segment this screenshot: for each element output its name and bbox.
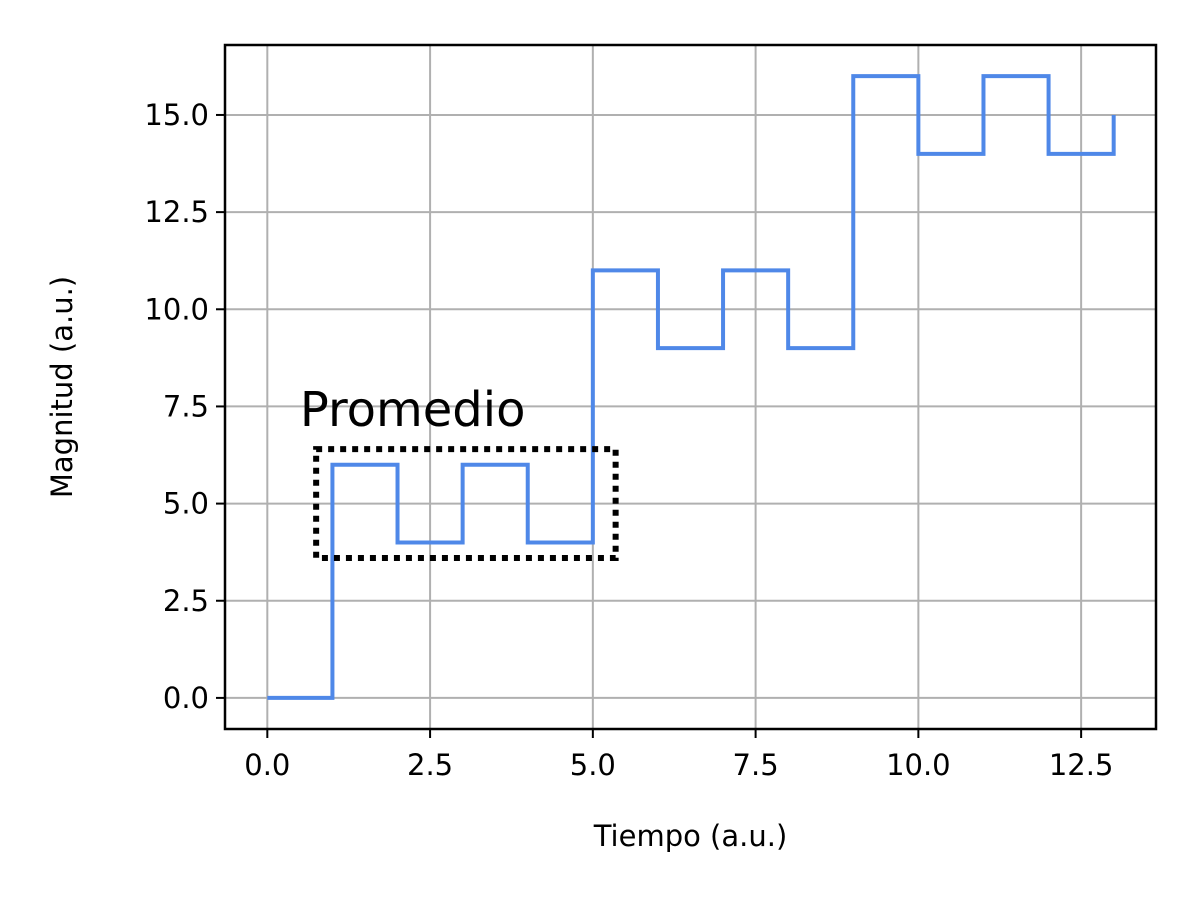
x-tick-label: 7.5 — [733, 748, 779, 782]
x-axis-label: Tiempo (a.u.) — [593, 819, 788, 853]
x-tick-label: 12.5 — [1049, 748, 1114, 782]
promedio-box — [313, 446, 619, 562]
plot-frame — [223, 43, 1158, 731]
y-axis-label: Magnitud (a.u.) — [45, 276, 79, 498]
series-line — [267, 74, 1116, 700]
y-tick-label: 2.5 — [163, 584, 209, 618]
x-tick-label: 10.0 — [886, 748, 951, 782]
x-tick-label: 5.0 — [570, 748, 616, 782]
grid-lines — [225, 45, 1156, 729]
y-tick-label: 12.5 — [144, 195, 209, 229]
x-tick-label: 2.5 — [407, 748, 453, 782]
annotation-layer: Promedio — [300, 382, 619, 562]
promedio-label: Promedio — [300, 382, 526, 438]
x-tick-label: 0.0 — [244, 748, 290, 782]
y-tick-label: 15.0 — [144, 98, 209, 132]
y-tick-label: 10.0 — [144, 292, 209, 326]
y-tick-label: 0.0 — [163, 681, 209, 715]
y-tick-label: 7.5 — [163, 389, 209, 423]
axis-ticks: 0.0 2.5 5.0 7.5 10.0 12.5 0.0 2.5 5.0 7.5 10.0 12.5… — [144, 98, 1113, 782]
series-layer — [267, 74, 1116, 700]
y-tick-label: 5.0 — [163, 487, 209, 521]
